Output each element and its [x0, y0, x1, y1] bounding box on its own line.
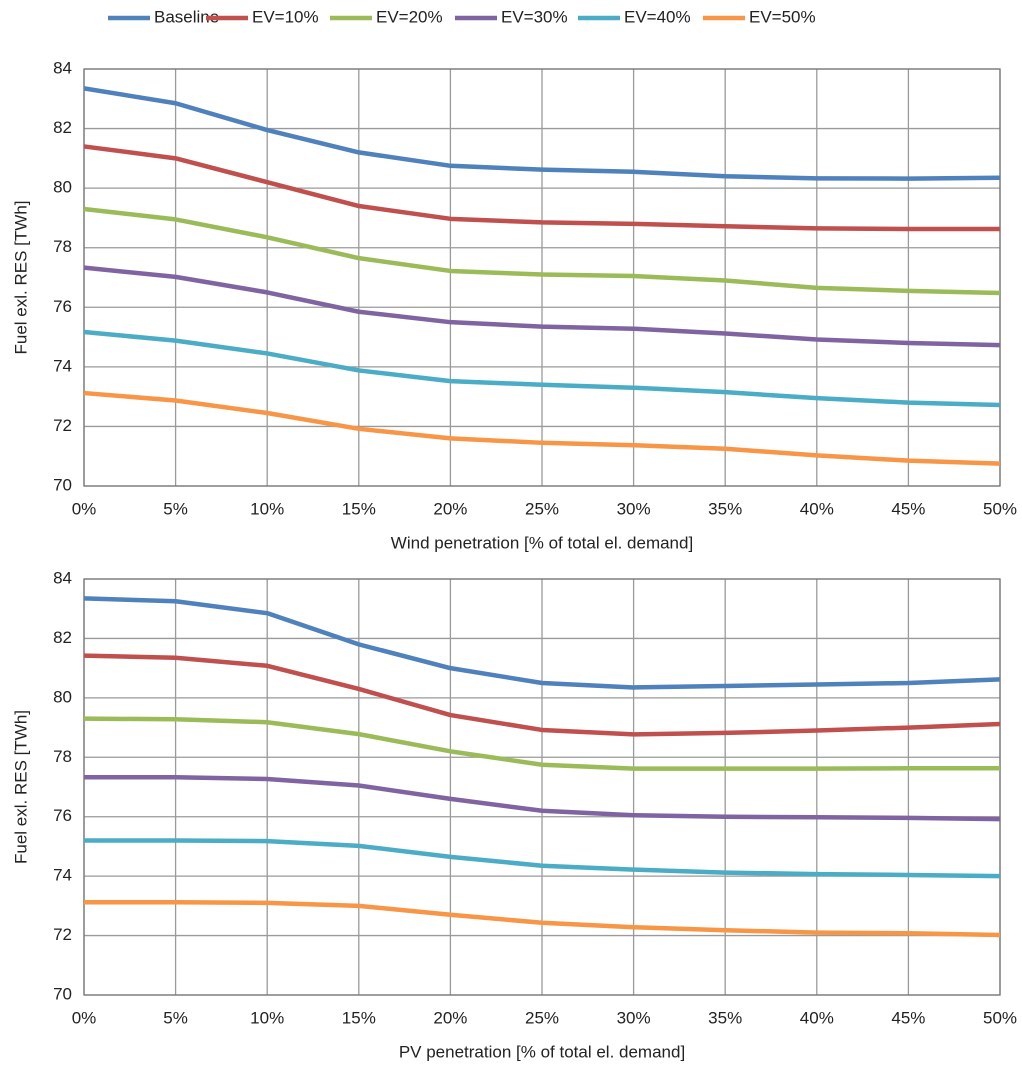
- x-tick-label: 30%: [617, 1008, 651, 1027]
- x-tick-label: 45%: [891, 1008, 925, 1027]
- legend-label: Baseline: [154, 7, 219, 26]
- plot-frame: [83, 578, 1001, 996]
- x-tick-label: 10%: [250, 1008, 284, 1027]
- x-tick-label: 15%: [342, 1008, 376, 1027]
- y-axis-title: Fuel exl. RES [TWh]: [11, 710, 30, 864]
- series-line: [84, 774, 1001, 822]
- series-line: [83, 206, 1001, 296]
- y-tick-label: 82: [53, 118, 72, 137]
- x-tick-label: 35%: [708, 499, 742, 518]
- x-tick-label: 0%: [72, 499, 97, 518]
- y-tick-label: 70: [53, 984, 72, 1003]
- legend-label: EV=20%: [376, 7, 443, 26]
- series-line: [83, 329, 1001, 408]
- y-tick-label: 82: [53, 628, 72, 647]
- y-tick-label: 74: [53, 356, 72, 375]
- x-tick-label: 40%: [800, 1008, 834, 1027]
- y-tick-label: 74: [53, 866, 72, 885]
- x-axis-title: Wind penetration [% of total el. demand]: [391, 533, 693, 552]
- x-tick-label: 50%: [983, 1008, 1017, 1027]
- y-axis-title: Fuel exl. RES [TWh]: [11, 201, 30, 355]
- x-tick-label: 0%: [72, 1008, 97, 1027]
- x-tick-label: 40%: [800, 499, 834, 518]
- series-line: [83, 144, 1000, 232]
- x-tick-label: 45%: [891, 499, 925, 518]
- series-line: [83, 596, 1001, 690]
- x-tick-label: 10%: [250, 499, 284, 518]
- legend-label: EV=30%: [501, 7, 568, 26]
- x-tick-label: 25%: [525, 499, 559, 518]
- series-line: [83, 390, 1001, 466]
- x-tick-label: 30%: [617, 499, 651, 518]
- series-line: [83, 653, 1001, 737]
- series-line: [83, 86, 1001, 181]
- x-tick-label: 5%: [163, 1008, 188, 1027]
- y-tick-label: 80: [53, 687, 72, 706]
- y-tick-label: 78: [53, 237, 72, 256]
- y-tick-label: 80: [53, 178, 72, 197]
- legend-label: EV=40%: [624, 7, 691, 26]
- x-axis-title: PV penetration [% of total el. demand]: [399, 1042, 685, 1061]
- y-tick-label: 76: [53, 806, 72, 825]
- y-tick-label: 70: [53, 475, 72, 494]
- x-tick-label: 50%: [983, 499, 1017, 518]
- series-line: [83, 716, 1000, 771]
- y-tick-label: 72: [53, 416, 72, 435]
- y-tick-label: 72: [53, 925, 72, 944]
- series-line: [84, 900, 1001, 938]
- x-tick-label: 20%: [433, 499, 467, 518]
- legend-label: EV=10%: [252, 7, 319, 26]
- series-line: [83, 265, 1001, 348]
- plot-frame: [83, 68, 1001, 487]
- x-tick-label: 20%: [433, 1008, 467, 1027]
- legend-label: EV=50%: [749, 7, 816, 26]
- x-tick-label: 25%: [525, 1008, 559, 1027]
- series-line: [84, 838, 1001, 879]
- y-tick-label: 78: [53, 747, 72, 766]
- x-tick-label: 35%: [708, 1008, 742, 1027]
- y-tick-label: 84: [53, 58, 72, 77]
- x-tick-label: 5%: [163, 499, 188, 518]
- y-tick-label: 84: [53, 568, 72, 587]
- x-tick-label: 15%: [342, 499, 376, 518]
- y-tick-label: 76: [53, 297, 72, 316]
